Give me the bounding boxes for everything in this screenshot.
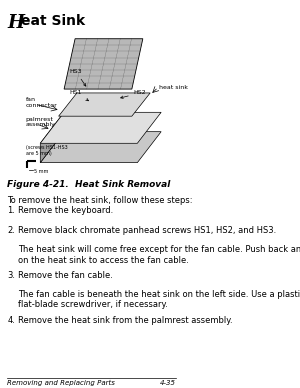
Text: heat sink: heat sink: [159, 85, 188, 90]
Text: 1.: 1.: [7, 206, 15, 215]
Text: fan
connector: fan connector: [26, 97, 57, 108]
Polygon shape: [64, 39, 143, 89]
Text: HS2: HS2: [121, 90, 146, 99]
Text: Remove the fan cable.: Remove the fan cable.: [18, 271, 113, 280]
Text: To remove the heat sink, follow these steps:: To remove the heat sink, follow these st…: [7, 196, 193, 204]
Text: HS3: HS3: [70, 69, 86, 86]
Text: HS1: HS1: [70, 90, 88, 101]
Text: Remove black chromate panhead screws HS1, HS2, and HS3.: Remove black chromate panhead screws HS1…: [18, 226, 277, 235]
Polygon shape: [40, 132, 161, 163]
Text: 4-35: 4-35: [160, 380, 176, 386]
Text: 3.: 3.: [7, 271, 15, 280]
Text: eat Sink: eat Sink: [21, 14, 85, 28]
Text: palmrest
assembly: palmrest assembly: [26, 116, 56, 127]
Text: 2.: 2.: [7, 226, 15, 235]
FancyBboxPatch shape: [26, 39, 176, 174]
Text: Figure 4-21.  Heat Sink Removal: Figure 4-21. Heat Sink Removal: [7, 180, 171, 189]
Text: 4.: 4.: [7, 315, 15, 325]
Polygon shape: [40, 112, 64, 163]
Text: The heat sink will come free except for the fan cable. Push back and lift up
on : The heat sink will come free except for …: [18, 245, 300, 265]
Polygon shape: [40, 112, 161, 143]
Text: Removing and Replacing Parts: Removing and Replacing Parts: [7, 380, 115, 386]
Polygon shape: [58, 93, 150, 116]
Text: 5 mm: 5 mm: [34, 169, 48, 174]
Text: H: H: [7, 14, 24, 31]
Text: The fan cable is beneath the heat sink on the left side. Use a plastic scribe or: The fan cable is beneath the heat sink o…: [18, 290, 300, 310]
Text: Remove the heat sink from the palmrest assembly.: Remove the heat sink from the palmrest a…: [18, 315, 233, 325]
Text: Remove the keyboard.: Remove the keyboard.: [18, 206, 114, 215]
Text: (screws HS1-HS3
are 5 mm): (screws HS1-HS3 are 5 mm): [26, 145, 68, 156]
